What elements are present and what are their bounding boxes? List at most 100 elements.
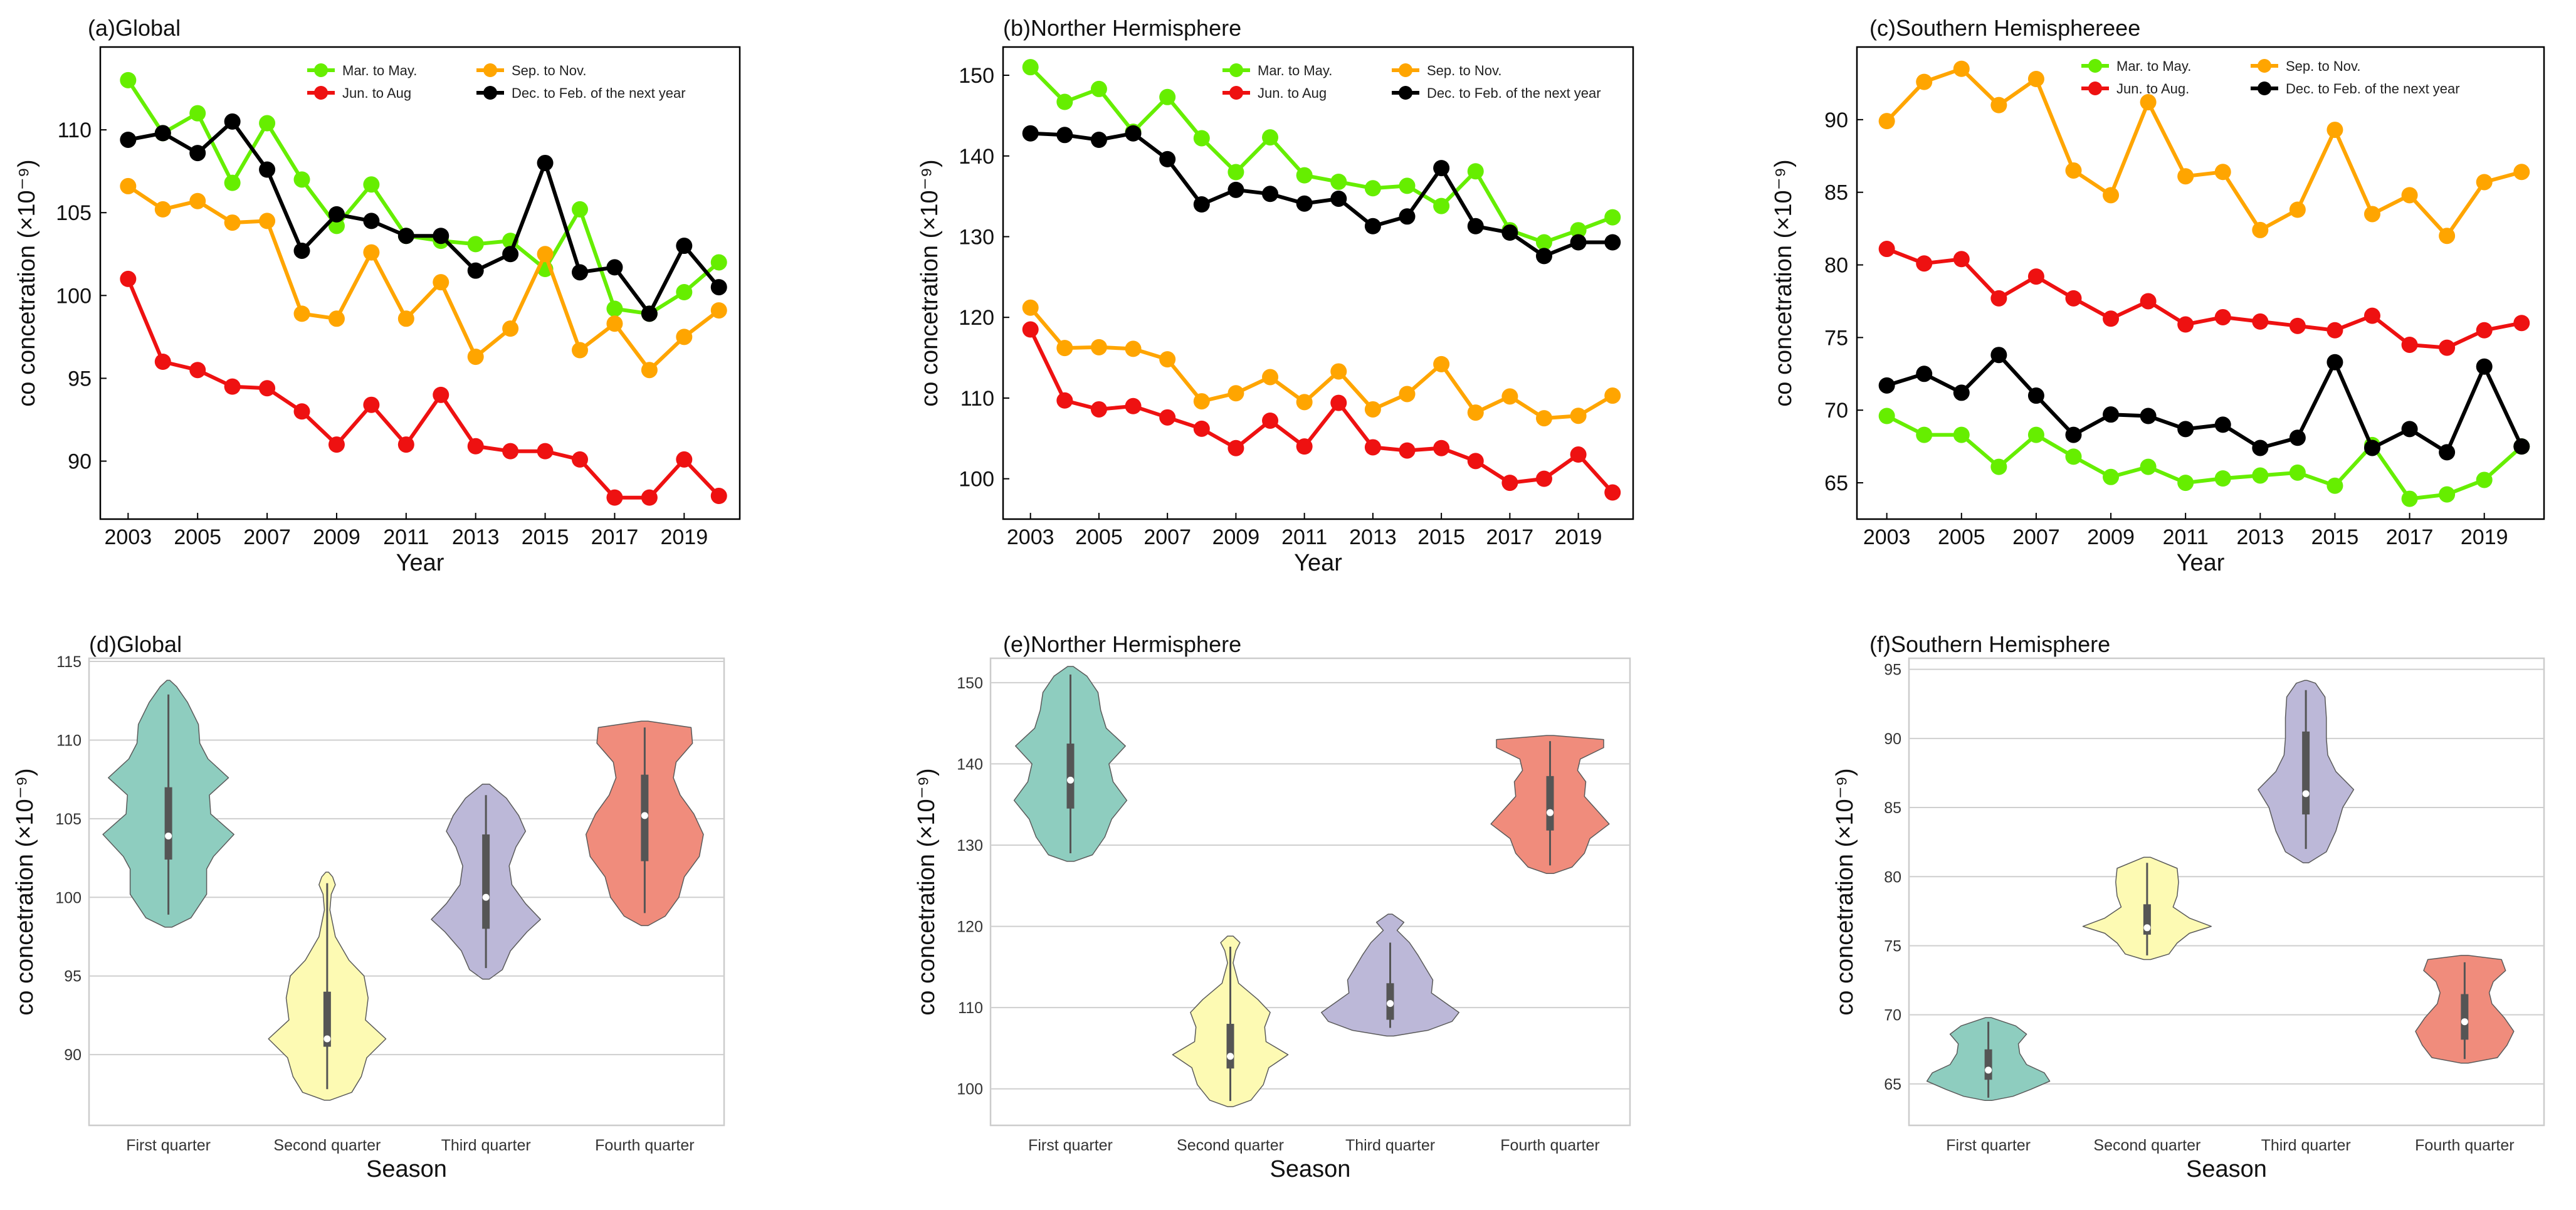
data-point <box>2439 228 2456 245</box>
y-tick-label: 150 <box>959 64 994 88</box>
data-point <box>572 342 588 359</box>
data-point <box>1953 60 1970 77</box>
y-tick-label: 105 <box>55 811 81 828</box>
data-point <box>1159 150 1176 167</box>
data-point <box>120 71 137 88</box>
data-point <box>1916 366 1933 382</box>
data-point <box>502 320 519 337</box>
data-point <box>1604 484 1621 501</box>
violin-median <box>1387 1000 1394 1007</box>
data-point <box>2027 426 2044 443</box>
y-tick-label: 100 <box>55 889 81 907</box>
data-point <box>1262 129 1279 146</box>
data-point <box>2140 408 2157 424</box>
x-tick-label: First quarter <box>1946 1137 2031 1154</box>
data-point <box>1570 446 1587 463</box>
y-tick-label: 70 <box>1884 1007 1901 1024</box>
data-point <box>120 131 137 148</box>
data-point <box>502 246 519 263</box>
data-point <box>1570 234 1587 251</box>
data-point <box>1604 209 1621 226</box>
legend-swatch-marker <box>1399 63 1412 77</box>
data-point <box>676 451 693 468</box>
violin-median <box>641 812 648 819</box>
data-point <box>2476 358 2493 375</box>
legend-swatch-marker <box>2258 59 2271 73</box>
data-point <box>328 436 345 453</box>
data-point <box>1399 177 1416 194</box>
chart-title: (e)Norther Hermisphere <box>1003 631 1241 657</box>
x-tick-label: 2019 <box>660 525 708 549</box>
data-point <box>641 362 658 379</box>
data-point <box>467 438 484 455</box>
data-point <box>2177 421 2194 438</box>
data-point <box>224 174 241 191</box>
violin-iqr-box <box>1984 1049 1992 1080</box>
data-point <box>2177 316 2194 333</box>
data-point <box>2476 471 2493 488</box>
data-point <box>1056 127 1073 144</box>
data-point <box>363 176 380 193</box>
violin-iqr-box <box>2302 731 2310 815</box>
data-point <box>1296 195 1313 212</box>
data-point <box>1193 420 1210 437</box>
x-tick-label: 2007 <box>1143 525 1191 549</box>
y-axis-label: co concetration (×10⁻⁹) <box>913 768 940 1015</box>
data-point <box>606 259 623 276</box>
legend-swatch-marker <box>483 63 497 77</box>
data-point <box>572 451 588 468</box>
plot-frame <box>1002 46 1634 520</box>
x-tick-label: First quarter <box>1028 1137 1113 1154</box>
data-point <box>1330 173 1347 190</box>
x-tick-label: Third quarter <box>2261 1137 2351 1154</box>
series-line-2 <box>1885 66 2523 238</box>
data-point <box>1159 88 1176 105</box>
legend-swatch-marker <box>1399 86 1412 100</box>
legend-label: Mar. to May. <box>342 63 417 78</box>
data-point <box>2513 438 2530 455</box>
x-tick-label: Third quarter <box>1345 1137 1435 1154</box>
data-point <box>154 125 171 142</box>
y-tick-label: 100 <box>959 468 994 492</box>
violin-median <box>2143 924 2151 932</box>
x-tick-label: 2015 <box>1417 525 1465 549</box>
data-point <box>537 443 554 460</box>
legend-label: Sep. to Nov. <box>1427 63 1501 78</box>
data-point <box>1604 234 1621 251</box>
x-axis-label: Season <box>366 1156 447 1182</box>
violin-iqr-box <box>2461 994 2469 1040</box>
x-tick-label: First quarter <box>126 1137 211 1154</box>
violin-iqr-box <box>1226 1024 1234 1069</box>
y-axis-label: co concetration (×10⁻⁹) <box>917 159 943 406</box>
data-point <box>259 213 276 229</box>
data-point <box>2326 122 2343 139</box>
x-tick-label: 2003 <box>1863 525 1911 549</box>
y-tick-label: 130 <box>959 225 994 249</box>
x-tick-label: 2005 <box>174 525 221 549</box>
legend-swatch-marker <box>1229 86 1243 100</box>
data-point <box>1467 218 1484 234</box>
data-point <box>2401 490 2418 507</box>
x-tick-label: 2003 <box>105 525 152 549</box>
y-tick-label: 100 <box>957 1081 983 1098</box>
data-point <box>1399 208 1416 225</box>
data-point <box>2439 444 2456 461</box>
x-tick-label: 2019 <box>1555 525 1602 549</box>
data-point <box>433 274 449 291</box>
data-point <box>2065 426 2082 443</box>
data-point <box>328 206 345 223</box>
data-point <box>2252 439 2269 456</box>
x-axis-label: Season <box>1270 1156 1351 1182</box>
data-point <box>537 246 554 263</box>
violin-median <box>1547 809 1553 816</box>
data-point <box>1262 369 1279 386</box>
data-point <box>1501 388 1518 405</box>
data-point <box>1604 387 1621 404</box>
y-tick-label: 100 <box>56 284 92 308</box>
x-tick-label: 2011 <box>383 525 429 549</box>
data-point <box>1399 442 1416 459</box>
data-point <box>2027 70 2044 87</box>
data-point <box>154 201 171 218</box>
y-tick-label: 65 <box>1884 1076 1901 1093</box>
